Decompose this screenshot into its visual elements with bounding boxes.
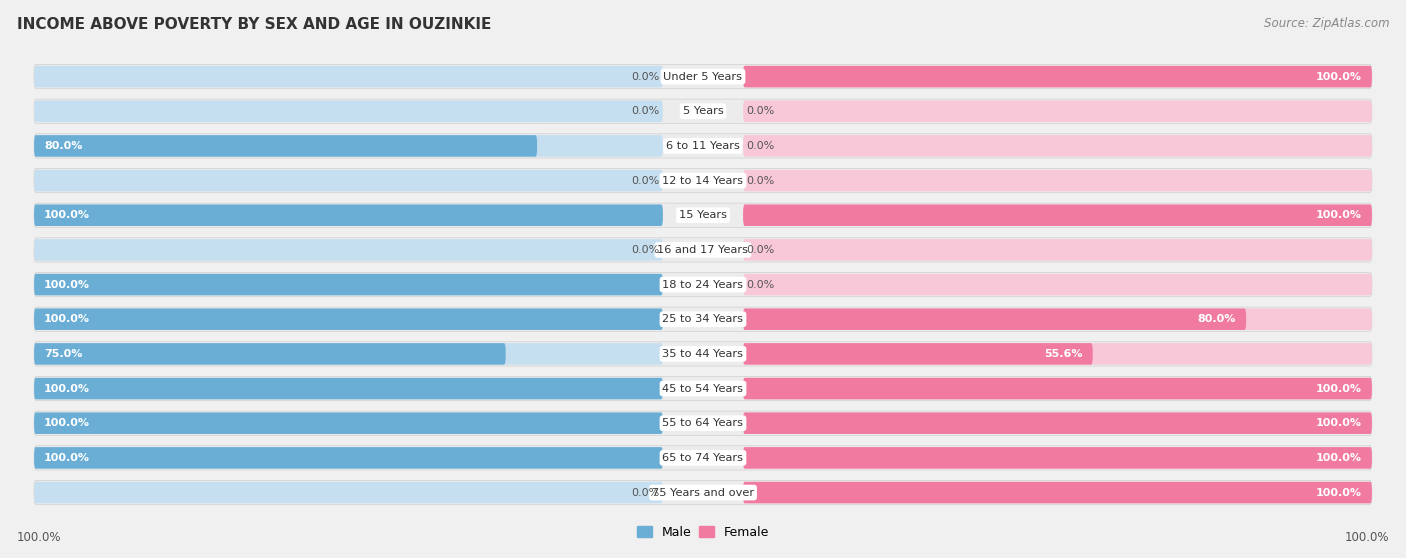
FancyBboxPatch shape xyxy=(744,205,1372,226)
Text: 100.0%: 100.0% xyxy=(1344,531,1389,544)
Text: 55.6%: 55.6% xyxy=(1045,349,1083,359)
FancyBboxPatch shape xyxy=(744,343,1372,365)
Text: 100.0%: 100.0% xyxy=(44,314,90,324)
FancyBboxPatch shape xyxy=(744,66,1372,88)
FancyBboxPatch shape xyxy=(744,482,1372,503)
FancyBboxPatch shape xyxy=(34,203,1372,228)
FancyBboxPatch shape xyxy=(744,447,1372,469)
FancyBboxPatch shape xyxy=(34,170,662,191)
Text: 35 to 44 Years: 35 to 44 Years xyxy=(662,349,744,359)
Text: 0.0%: 0.0% xyxy=(631,488,659,498)
FancyBboxPatch shape xyxy=(34,412,662,434)
FancyBboxPatch shape xyxy=(744,239,1372,261)
Text: 75.0%: 75.0% xyxy=(44,349,83,359)
FancyBboxPatch shape xyxy=(34,272,1372,297)
FancyBboxPatch shape xyxy=(34,274,662,295)
Text: 0.0%: 0.0% xyxy=(747,176,775,186)
FancyBboxPatch shape xyxy=(34,411,1372,435)
FancyBboxPatch shape xyxy=(34,343,506,365)
Text: INCOME ABOVE POVERTY BY SEX AND AGE IN OUZINKIE: INCOME ABOVE POVERTY BY SEX AND AGE IN O… xyxy=(17,17,491,32)
FancyBboxPatch shape xyxy=(744,170,1372,191)
Text: 100.0%: 100.0% xyxy=(44,210,90,220)
Text: 25 to 34 Years: 25 to 34 Years xyxy=(662,314,744,324)
FancyBboxPatch shape xyxy=(34,447,662,469)
FancyBboxPatch shape xyxy=(34,99,1372,123)
Text: 0.0%: 0.0% xyxy=(747,245,775,255)
Text: 0.0%: 0.0% xyxy=(747,141,775,151)
Text: 100.0%: 100.0% xyxy=(44,453,90,463)
FancyBboxPatch shape xyxy=(744,482,1372,503)
FancyBboxPatch shape xyxy=(744,309,1246,330)
FancyBboxPatch shape xyxy=(34,65,1372,89)
Text: 80.0%: 80.0% xyxy=(1198,314,1236,324)
FancyBboxPatch shape xyxy=(34,482,662,503)
Text: 100.0%: 100.0% xyxy=(44,418,90,428)
Text: 18 to 24 Years: 18 to 24 Years xyxy=(662,280,744,290)
Text: 100.0%: 100.0% xyxy=(1316,488,1362,498)
FancyBboxPatch shape xyxy=(34,239,662,261)
FancyBboxPatch shape xyxy=(744,412,1372,434)
FancyBboxPatch shape xyxy=(744,66,1372,88)
FancyBboxPatch shape xyxy=(34,377,1372,401)
Text: 0.0%: 0.0% xyxy=(631,106,659,116)
Text: 0.0%: 0.0% xyxy=(747,106,775,116)
FancyBboxPatch shape xyxy=(34,412,662,434)
FancyBboxPatch shape xyxy=(34,135,662,157)
Text: 80.0%: 80.0% xyxy=(44,141,83,151)
FancyBboxPatch shape xyxy=(34,309,662,330)
Text: 100.0%: 100.0% xyxy=(1316,383,1362,393)
Legend: Male, Female: Male, Female xyxy=(631,521,775,543)
Text: 15 Years: 15 Years xyxy=(679,210,727,220)
Text: 5 Years: 5 Years xyxy=(683,106,723,116)
Text: 55 to 64 Years: 55 to 64 Years xyxy=(662,418,744,428)
FancyBboxPatch shape xyxy=(34,343,662,365)
Text: 0.0%: 0.0% xyxy=(631,245,659,255)
FancyBboxPatch shape xyxy=(744,205,1372,226)
Text: 100.0%: 100.0% xyxy=(44,280,90,290)
FancyBboxPatch shape xyxy=(744,378,1372,400)
Text: 100.0%: 100.0% xyxy=(1316,418,1362,428)
FancyBboxPatch shape xyxy=(34,169,1372,193)
FancyBboxPatch shape xyxy=(34,307,1372,331)
FancyBboxPatch shape xyxy=(34,135,537,157)
Text: 100.0%: 100.0% xyxy=(1316,453,1362,463)
Text: 100.0%: 100.0% xyxy=(17,531,62,544)
FancyBboxPatch shape xyxy=(744,135,1372,157)
FancyBboxPatch shape xyxy=(34,447,662,469)
Text: 100.0%: 100.0% xyxy=(1316,210,1362,220)
FancyBboxPatch shape xyxy=(34,100,662,122)
Text: 12 to 14 Years: 12 to 14 Years xyxy=(662,176,744,186)
FancyBboxPatch shape xyxy=(34,341,1372,366)
FancyBboxPatch shape xyxy=(744,309,1372,330)
FancyBboxPatch shape xyxy=(744,378,1372,400)
FancyBboxPatch shape xyxy=(34,205,662,226)
Text: 16 and 17 Years: 16 and 17 Years xyxy=(658,245,748,255)
Text: Under 5 Years: Under 5 Years xyxy=(664,71,742,81)
Text: Source: ZipAtlas.com: Source: ZipAtlas.com xyxy=(1264,17,1389,30)
Text: 6 to 11 Years: 6 to 11 Years xyxy=(666,141,740,151)
Text: 0.0%: 0.0% xyxy=(631,176,659,186)
FancyBboxPatch shape xyxy=(34,205,662,226)
FancyBboxPatch shape xyxy=(34,378,662,400)
FancyBboxPatch shape xyxy=(34,238,1372,262)
FancyBboxPatch shape xyxy=(744,447,1372,469)
FancyBboxPatch shape xyxy=(34,134,1372,158)
Text: 45 to 54 Years: 45 to 54 Years xyxy=(662,383,744,393)
Text: 0.0%: 0.0% xyxy=(747,280,775,290)
FancyBboxPatch shape xyxy=(34,480,1372,504)
FancyBboxPatch shape xyxy=(34,274,662,295)
FancyBboxPatch shape xyxy=(34,309,662,330)
FancyBboxPatch shape xyxy=(34,446,1372,470)
Text: 100.0%: 100.0% xyxy=(44,383,90,393)
FancyBboxPatch shape xyxy=(34,378,662,400)
FancyBboxPatch shape xyxy=(744,100,1372,122)
Text: 0.0%: 0.0% xyxy=(631,71,659,81)
Text: 65 to 74 Years: 65 to 74 Years xyxy=(662,453,744,463)
FancyBboxPatch shape xyxy=(744,412,1372,434)
FancyBboxPatch shape xyxy=(744,343,1092,365)
FancyBboxPatch shape xyxy=(744,274,1372,295)
FancyBboxPatch shape xyxy=(34,66,662,88)
Text: 100.0%: 100.0% xyxy=(1316,71,1362,81)
Text: 75 Years and over: 75 Years and over xyxy=(652,488,754,498)
